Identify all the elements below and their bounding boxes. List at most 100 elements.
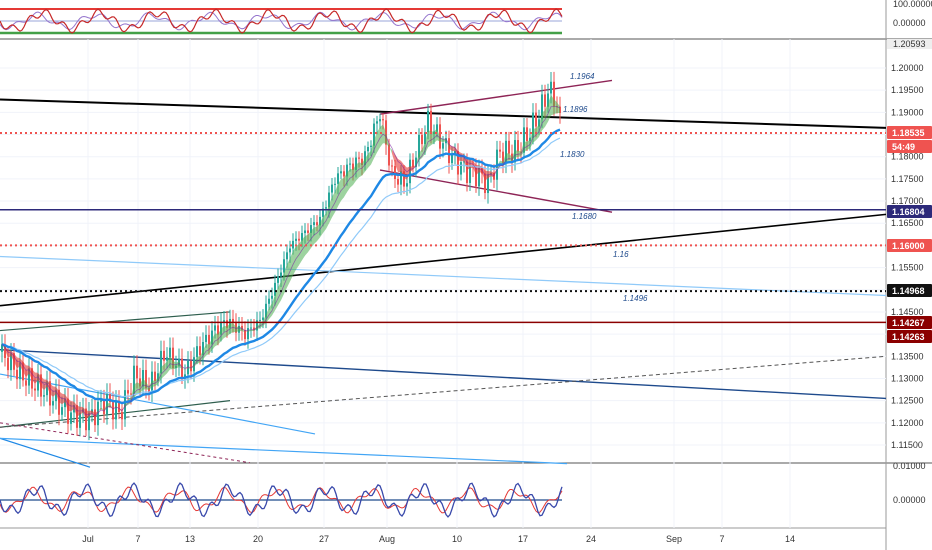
price-tick-label: 1.13500 bbox=[891, 351, 924, 361]
candle-body bbox=[373, 123, 375, 146]
bear-ribbon-segment bbox=[26, 365, 29, 378]
candle-body bbox=[28, 368, 30, 386]
bull-ribbon-segment bbox=[506, 153, 509, 163]
price-badge bbox=[887, 126, 932, 139]
time-tick-label: Aug bbox=[379, 534, 395, 544]
candle-body bbox=[364, 151, 366, 165]
candle-body bbox=[202, 341, 204, 356]
bull-ribbon-segment bbox=[164, 361, 167, 377]
candle-body bbox=[76, 405, 78, 428]
price-tick-label: 1.17000 bbox=[891, 196, 924, 206]
bull-ribbon-segment bbox=[287, 258, 290, 288]
candle-body bbox=[298, 238, 300, 241]
bull-ribbon-segment bbox=[542, 110, 545, 131]
candle-body bbox=[310, 225, 312, 233]
candle-body bbox=[532, 112, 534, 138]
channel-upper bbox=[379, 79, 613, 115]
candle-body bbox=[34, 388, 36, 391]
price-badge-label: 1.14968 bbox=[892, 286, 925, 296]
bull-ribbon-segment bbox=[536, 124, 539, 141]
light-blue-trend bbox=[0, 255, 887, 297]
bull-ribbon-segment bbox=[176, 361, 179, 369]
ma-purple-line bbox=[1, 106, 561, 417]
time-tick-label: 24 bbox=[586, 534, 596, 544]
price-badge bbox=[887, 140, 932, 153]
candle-body bbox=[400, 171, 402, 185]
candle-body bbox=[313, 222, 315, 226]
candle-body bbox=[391, 165, 393, 167]
bull-ribbon-segment bbox=[200, 350, 203, 363]
candle-body bbox=[538, 119, 540, 127]
blue-short-diagonal bbox=[0, 437, 91, 468]
candle-body bbox=[154, 371, 156, 381]
candle-body bbox=[394, 165, 396, 179]
candle-body bbox=[229, 318, 231, 328]
candle-body bbox=[283, 259, 285, 273]
candle-body bbox=[148, 387, 150, 393]
candle-body bbox=[247, 328, 249, 340]
candle-body bbox=[499, 149, 501, 152]
osc-signal-line bbox=[0, 11, 563, 31]
candle-body bbox=[523, 127, 525, 153]
price-badge bbox=[887, 330, 932, 343]
time-tick-label: 20 bbox=[253, 534, 263, 544]
bull-ribbon-segment bbox=[359, 162, 362, 178]
candle-body bbox=[214, 325, 216, 331]
candle-body bbox=[145, 370, 147, 388]
bull-ribbon-segment bbox=[275, 287, 278, 311]
candle-body bbox=[130, 393, 132, 395]
candle-body bbox=[301, 233, 303, 241]
candle-body bbox=[70, 412, 72, 424]
price-badge-label: 1.16000 bbox=[892, 241, 925, 251]
bull-ribbon-segment bbox=[209, 338, 212, 354]
candle-body bbox=[439, 124, 441, 149]
price-badge-label: 1.14267 bbox=[892, 318, 925, 328]
candle-body bbox=[478, 167, 480, 187]
candle-body bbox=[256, 320, 258, 331]
bull-ribbon-segment bbox=[284, 264, 287, 294]
candle-body bbox=[316, 222, 318, 226]
candle-body bbox=[361, 158, 363, 165]
candle-body bbox=[544, 94, 546, 107]
candle-body bbox=[463, 161, 465, 163]
candle-body bbox=[469, 166, 471, 183]
bull-ribbon-segment bbox=[383, 124, 386, 144]
price-badge bbox=[887, 205, 932, 218]
candle-body bbox=[529, 137, 531, 142]
level-notes: 1.1964 1.1896 1.1830 1.1680 1.16 1.1496 bbox=[560, 72, 648, 303]
candle-body bbox=[460, 162, 462, 175]
price-tick-label: 1.12000 bbox=[891, 418, 924, 428]
price-badge-label: 1.16804 bbox=[892, 207, 925, 217]
candle-body bbox=[277, 276, 279, 283]
channel-lower bbox=[379, 169, 613, 213]
time-tick-label: 13 bbox=[185, 534, 195, 544]
time-axis[interactable]: Jul 7 13 20 27 Aug 10 17 24 Sep 7 14 bbox=[82, 534, 795, 544]
level-note: 1.1964 bbox=[570, 72, 595, 81]
bear-ribbon-segment bbox=[29, 365, 32, 380]
candle-body bbox=[64, 398, 66, 408]
top-osc-tick: 0.00000 bbox=[893, 18, 926, 28]
bull-ribbon-segment bbox=[101, 407, 104, 411]
candle-body bbox=[136, 365, 138, 379]
price-badge-label: 1.14263 bbox=[892, 332, 925, 342]
bull-ribbon-segment bbox=[515, 150, 518, 158]
bear-ribbon-segment bbox=[467, 158, 470, 170]
candle-body bbox=[88, 412, 90, 431]
candle-body bbox=[271, 295, 273, 299]
level-note: 1.16 bbox=[613, 250, 629, 259]
candle-body bbox=[163, 350, 165, 361]
time-tick-label: 14 bbox=[785, 534, 795, 544]
chart-grid bbox=[0, 39, 886, 528]
bull-ribbon-segment bbox=[539, 112, 542, 138]
price-tick-label: 1.13000 bbox=[891, 373, 924, 383]
bear-ribbon-segment bbox=[53, 386, 56, 397]
bull-ribbon-segment bbox=[389, 145, 392, 154]
ascending-trend-line bbox=[0, 213, 887, 307]
candle-body bbox=[223, 320, 225, 323]
bull-ribbon-segment bbox=[170, 356, 173, 370]
candle-body bbox=[115, 400, 117, 420]
candle-body bbox=[295, 238, 297, 241]
candle-body bbox=[208, 334, 210, 345]
candle-body bbox=[100, 400, 102, 402]
